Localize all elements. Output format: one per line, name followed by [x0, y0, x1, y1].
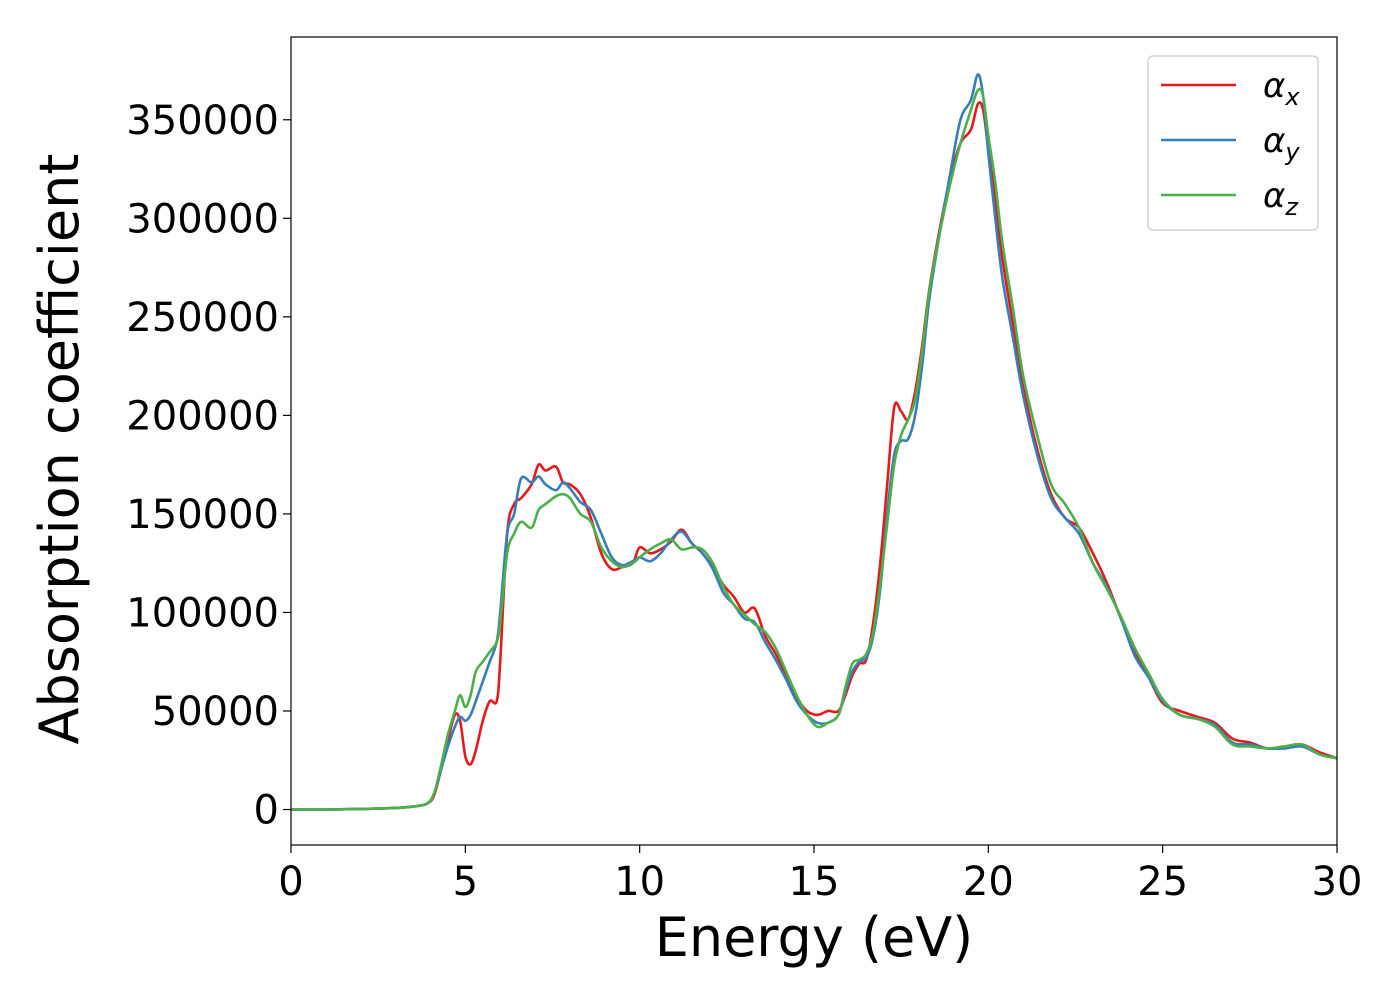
legend-label-subscript: y — [1284, 138, 1300, 166]
x-tick-label: 25 — [1137, 859, 1188, 905]
y-tick-label: 300000 — [126, 196, 279, 242]
series-line-z — [291, 87, 1337, 811]
y-axis-label: Absorption coefficient — [28, 154, 91, 745]
y-tick-label: 100000 — [126, 590, 279, 636]
x-tick-label: 20 — [963, 859, 1014, 905]
legend-label-base: α — [1263, 66, 1285, 106]
x-tick-label: 10 — [614, 859, 665, 905]
legend-box — [1147, 55, 1319, 231]
legend-label-x: αx — [1263, 66, 1300, 111]
x-axis-label: Energy (eV) — [655, 906, 974, 969]
legend-label-z: αz — [1263, 176, 1299, 221]
y-tick-label: 350000 — [126, 98, 279, 144]
y-tick-label: 50000 — [152, 689, 279, 735]
y-tick-label: 250000 — [126, 295, 279, 341]
legend-label-base: α — [1263, 121, 1285, 161]
y-tick-label: 150000 — [126, 492, 279, 538]
legend-label-subscript: x — [1284, 83, 1300, 111]
x-tick-label: 15 — [789, 859, 840, 905]
series-layer — [291, 73, 1337, 811]
y-tick-label: 0 — [254, 788, 279, 834]
x-tick-label: 0 — [278, 859, 303, 905]
legend-label-y: αy — [1263, 121, 1300, 166]
axes-layer: 0 5 10 15 20 25 30 0 50000 100000 150000 200000 2500… — [28, 36, 1363, 969]
x-tick-label: 5 — [453, 859, 478, 905]
y-tick-label: 200000 — [126, 393, 279, 439]
x-tick-label: 30 — [1312, 859, 1363, 905]
legend-label-base: α — [1263, 176, 1285, 216]
legend-label-subscript: z — [1284, 193, 1299, 221]
